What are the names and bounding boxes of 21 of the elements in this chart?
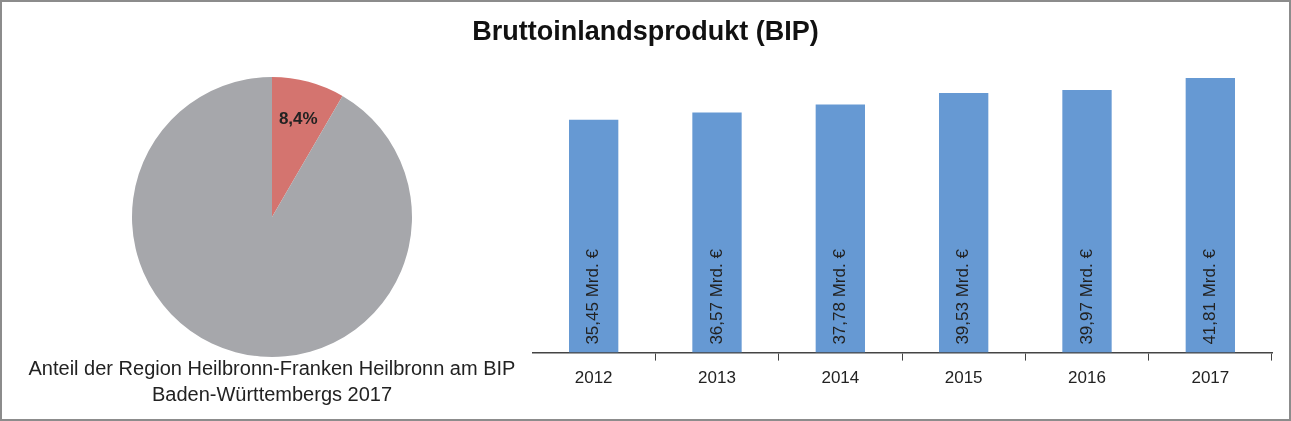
bar bbox=[692, 112, 742, 353]
bar bbox=[815, 104, 865, 353]
x-tick-label: 2014 bbox=[821, 368, 860, 388]
bar bbox=[569, 119, 619, 353]
data-label: 39,97 Mrd. € bbox=[1076, 248, 1096, 345]
x-tick-label: 2012 bbox=[574, 368, 613, 388]
x-tick-label: 2015 bbox=[944, 368, 983, 388]
data-label: 39,53 Mrd. € bbox=[953, 248, 973, 345]
data-label: 36,57 Mrd. € bbox=[706, 248, 726, 345]
bar bbox=[1062, 90, 1112, 353]
text: Anteil der Region Heilbronn-Franken Heilbronn am BIP Baden-Württembergs 2017 bbox=[27, 356, 517, 407]
data-label: 41,81 Mrd. € bbox=[1200, 248, 1220, 345]
data-label: 37,78 Mrd. € bbox=[830, 248, 850, 345]
bar bbox=[1185, 77, 1235, 353]
chart-title: Bruttoinlandsprodukt (BIP) bbox=[471, 16, 820, 47]
x-tick-label: 2016 bbox=[1068, 368, 1106, 388]
x-tick-label: 2017 bbox=[1191, 368, 1230, 388]
data-label: 8,4% bbox=[278, 109, 318, 129]
data-label: 35,45 Mrd. € bbox=[583, 248, 603, 345]
x-tick-label: 2013 bbox=[698, 368, 736, 388]
bar bbox=[939, 92, 989, 353]
